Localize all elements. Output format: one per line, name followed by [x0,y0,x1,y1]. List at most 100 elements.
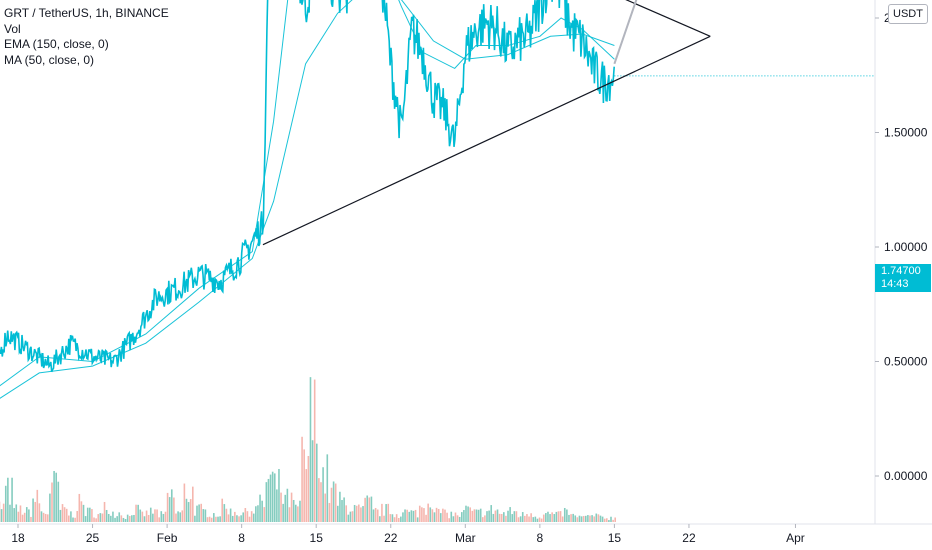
volume-bar [156,509,158,522]
volume-bar [38,503,41,522]
volume-bar [93,517,95,522]
volume-bar [185,498,188,522]
volume-bar [128,516,131,522]
x-tick-label: 22 [682,531,696,545]
volume-bar [313,379,316,522]
volume-bar [599,515,602,522]
volume-bar [322,467,324,522]
volume-bar [408,511,411,522]
ma-line [0,0,615,387]
volume-bar [488,510,490,522]
volume-bar [158,517,160,522]
volume-bar [194,515,196,522]
volume-bar [154,509,156,522]
volume-bar [238,516,240,522]
volume-bar [326,454,329,522]
volume-bar [236,515,238,522]
volume-bar [328,502,331,522]
volume-bar [358,504,360,522]
breakout-arrow-shaft [613,0,638,65]
volume-bar [183,483,186,522]
volume-bar [513,511,516,522]
legend-volume[interactable]: Vol [4,21,21,36]
volume-bar [72,517,74,522]
volume-bar [164,511,167,522]
volume-bar [450,511,453,522]
volume-bar [551,512,553,522]
price-axis[interactable]: 0.000000.500001.000001.500002.000002.500… [875,0,928,483]
volume-bar [446,512,448,522]
volume-bar [208,516,211,522]
volume-bar [61,504,64,522]
volume-bar [19,505,22,522]
volume-bar [563,507,566,522]
volume-bar [421,507,423,522]
volume-bar [479,508,482,522]
volume-bar [263,507,266,522]
x-tick-label: Apr [786,531,805,545]
volume-bar [582,515,585,522]
volume-bar [366,495,369,522]
volume-bar [206,517,209,522]
currency-button[interactable]: USDT [888,4,928,24]
volume-bar [591,515,593,522]
volume-bar [517,517,520,522]
y-tick-label: 1.00000 [884,240,928,254]
volume-bar [603,518,606,522]
volume-bar [149,507,152,522]
volume-bar [99,513,102,522]
volume-bar [301,436,303,522]
volume-bar [307,455,310,522]
volume-bar [290,492,293,522]
x-tick-label: 15 [608,531,622,545]
x-tick-label: 18 [11,531,25,545]
volume-bar [412,510,415,522]
volume-bar [63,507,66,522]
volume-bar [521,512,524,522]
volume-bar [376,509,379,522]
volume-bar [576,517,579,522]
volume-bar [496,509,499,522]
x-tick-label: Mar [455,531,476,545]
volume-bar [309,377,312,522]
volume-bar [345,505,348,522]
volume-bar [608,520,610,522]
volume-bar [292,499,295,522]
volume-bar [389,514,392,522]
y-tick-label: 0.50000 [884,355,928,369]
legend-ema[interactable]: EMA (150, close, 0) [4,37,109,51]
volume-bar [189,499,192,522]
volume-bar [402,512,404,522]
volume-bar [561,516,564,522]
volume-bar [614,517,616,522]
volume-bar [118,512,121,522]
volume-bar [593,516,595,522]
volume-bar [410,510,413,522]
volume-bar [448,518,450,522]
volume-bar [160,511,163,522]
volume-bar [120,515,123,522]
volume-bar [368,497,371,522]
volume-bar [540,518,543,522]
volume-bar [284,494,287,522]
volume-bar [547,511,549,522]
volume-bar [557,511,560,522]
volume-bar [32,498,34,522]
volume-bar [25,507,28,522]
volume-bar [91,509,93,522]
volume-bar [589,515,591,522]
volume-bar [76,511,79,522]
volume-bar [173,497,175,522]
volume-layer [0,377,616,522]
legend-symbol[interactable]: GRT / TetherUS, 1h, BINANCE [4,6,169,20]
volume-bar [187,502,190,522]
annotation-layer [262,0,711,246]
volume-bar [219,516,221,522]
legend-ma[interactable]: MA (50, close, 0) [4,52,95,67]
volume-bar [387,503,390,522]
volume-bar [204,509,207,522]
time-axis[interactable]: 18 25 Feb 8 15 22 Mar 8 15 22 Apr [11,524,805,545]
volume-bar [385,504,387,522]
volume-bar [492,513,495,522]
